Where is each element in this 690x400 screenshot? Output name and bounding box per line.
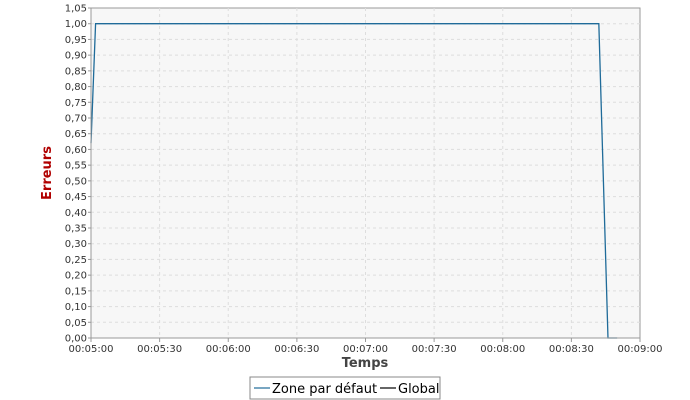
y-tick-label: 0,80 (65, 82, 87, 93)
x-tick-label: 00:07:00 (343, 344, 388, 355)
y-tick-label: 0,90 (65, 51, 87, 62)
y-tick-label: 0,55 (65, 161, 87, 172)
x-tick-label: 00:06:30 (274, 344, 319, 355)
x-tick-label: 00:07:30 (412, 344, 457, 355)
y-tick-label: 0,70 (65, 114, 87, 125)
y-tick-label: 0,20 (65, 271, 87, 282)
legend: Zone par défaut Global (249, 376, 441, 400)
y-tick-label: 0,75 (65, 98, 87, 109)
y-tick-label: 1,00 (65, 19, 87, 30)
y-tick-label: 0,25 (65, 255, 87, 266)
y-tick-label: 0,05 (65, 318, 87, 329)
y-tick-label: 0,95 (65, 35, 87, 46)
y-tick-label: 0,00 (65, 334, 87, 345)
y-tick-label: 0,60 (65, 145, 87, 156)
x-tick-label: 00:05:30 (137, 344, 182, 355)
x-tick-label: 00:08:30 (549, 344, 594, 355)
y-tick-label: 0,30 (65, 239, 87, 250)
y-tick-label: 0,50 (65, 176, 87, 187)
legend-label-zone: Zone par défaut (272, 382, 377, 397)
y-tick-label: 0,10 (65, 302, 87, 313)
legend-label-global: Global (398, 382, 439, 397)
x-axis-title: Temps (342, 356, 389, 371)
x-tick-label: 00:05:00 (69, 344, 114, 355)
x-tick-label: 00:09:00 (618, 344, 663, 355)
y-tick-label: 0,15 (65, 286, 87, 297)
x-tick-label: 00:08:00 (480, 344, 525, 355)
y-axis-ticks: 0,00 0,05 0,10 0,15 0,20 0,25 0,30 0,35 0,40 0,45… (65, 4, 91, 345)
x-tick-label: 00:06:00 (206, 344, 251, 355)
y-tick-label: 0,40 (65, 208, 87, 219)
y-tick-label: 0,35 (65, 224, 87, 235)
y-axis-title: Erreurs (40, 146, 55, 200)
y-tick-label: 0,85 (65, 66, 87, 77)
y-tick-label: 1,05 (65, 4, 87, 15)
y-tick-label: 0,65 (65, 129, 87, 140)
legend-box (249, 376, 441, 400)
x-axis-ticks: 00:05:00 00:05:30 00:06:00 00:06:30 00:07:00… (69, 338, 663, 355)
y-tick-label: 0,45 (65, 192, 87, 203)
